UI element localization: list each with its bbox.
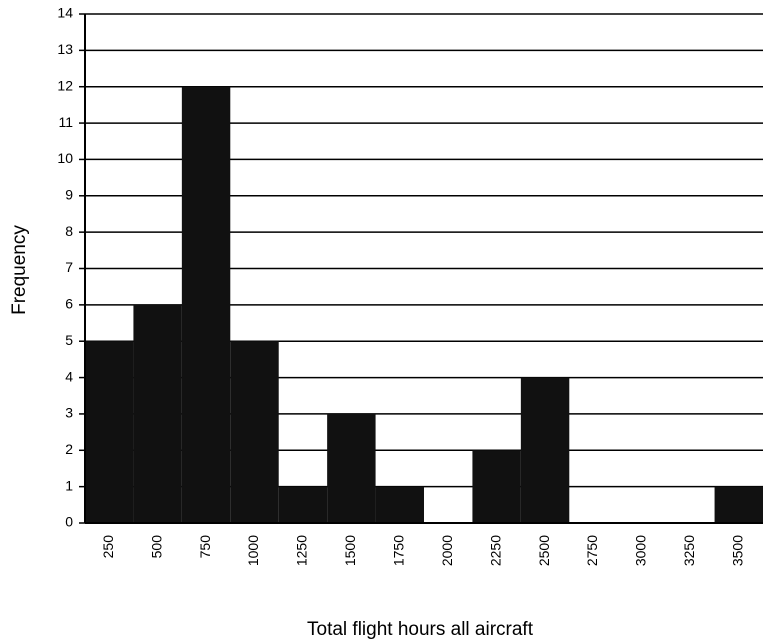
bar — [278, 486, 328, 523]
bar — [85, 341, 134, 523]
y-tick-label: 10 — [57, 150, 73, 166]
x-tick-label: 500 — [148, 535, 164, 559]
x-tick-label: 2500 — [536, 535, 552, 566]
y-tick-label: 13 — [57, 41, 73, 57]
y-tick-label: 7 — [65, 259, 73, 275]
y-axis-title: Frequency — [9, 225, 30, 315]
x-tick-label: 750 — [197, 535, 213, 559]
x-tick-label: 1500 — [342, 535, 358, 566]
y-tick-label: 5 — [65, 332, 73, 348]
y-tick-label: 11 — [58, 114, 73, 130]
y-tick-label: 2 — [65, 441, 73, 457]
bar — [181, 86, 231, 523]
bar — [230, 341, 279, 523]
x-tick-label: 2750 — [584, 535, 600, 566]
y-tick-label: 9 — [65, 186, 73, 202]
x-tick-label: 3000 — [633, 535, 649, 566]
bar — [133, 304, 182, 523]
bar — [714, 486, 763, 523]
y-tick-label: 8 — [65, 223, 73, 239]
y-tick-label: 1 — [65, 477, 73, 493]
y-tick-label: 4 — [65, 368, 73, 384]
y-tick-label: 14 — [57, 5, 73, 21]
x-tick-label: 3500 — [729, 535, 745, 566]
x-tick-label: 250 — [100, 535, 116, 559]
y-tick-label: 12 — [57, 77, 73, 93]
bar — [472, 450, 521, 523]
x-tick-label: 2000 — [439, 535, 455, 566]
bar — [375, 486, 424, 523]
y-tick-label: 3 — [65, 405, 73, 421]
bar — [327, 413, 376, 523]
x-tick-label: 3250 — [681, 535, 697, 566]
bar — [520, 377, 570, 523]
y-tick-label: 6 — [65, 296, 73, 312]
x-tick-label: 1250 — [294, 535, 310, 566]
y-tick-label: 0 — [65, 514, 73, 530]
x-tick-label: 1750 — [390, 535, 406, 566]
x-tick-label: 1000 — [245, 535, 261, 566]
x-tick-label: 2250 — [487, 535, 503, 566]
x-axis-title: Total flight hours all aircraft — [307, 619, 534, 640]
